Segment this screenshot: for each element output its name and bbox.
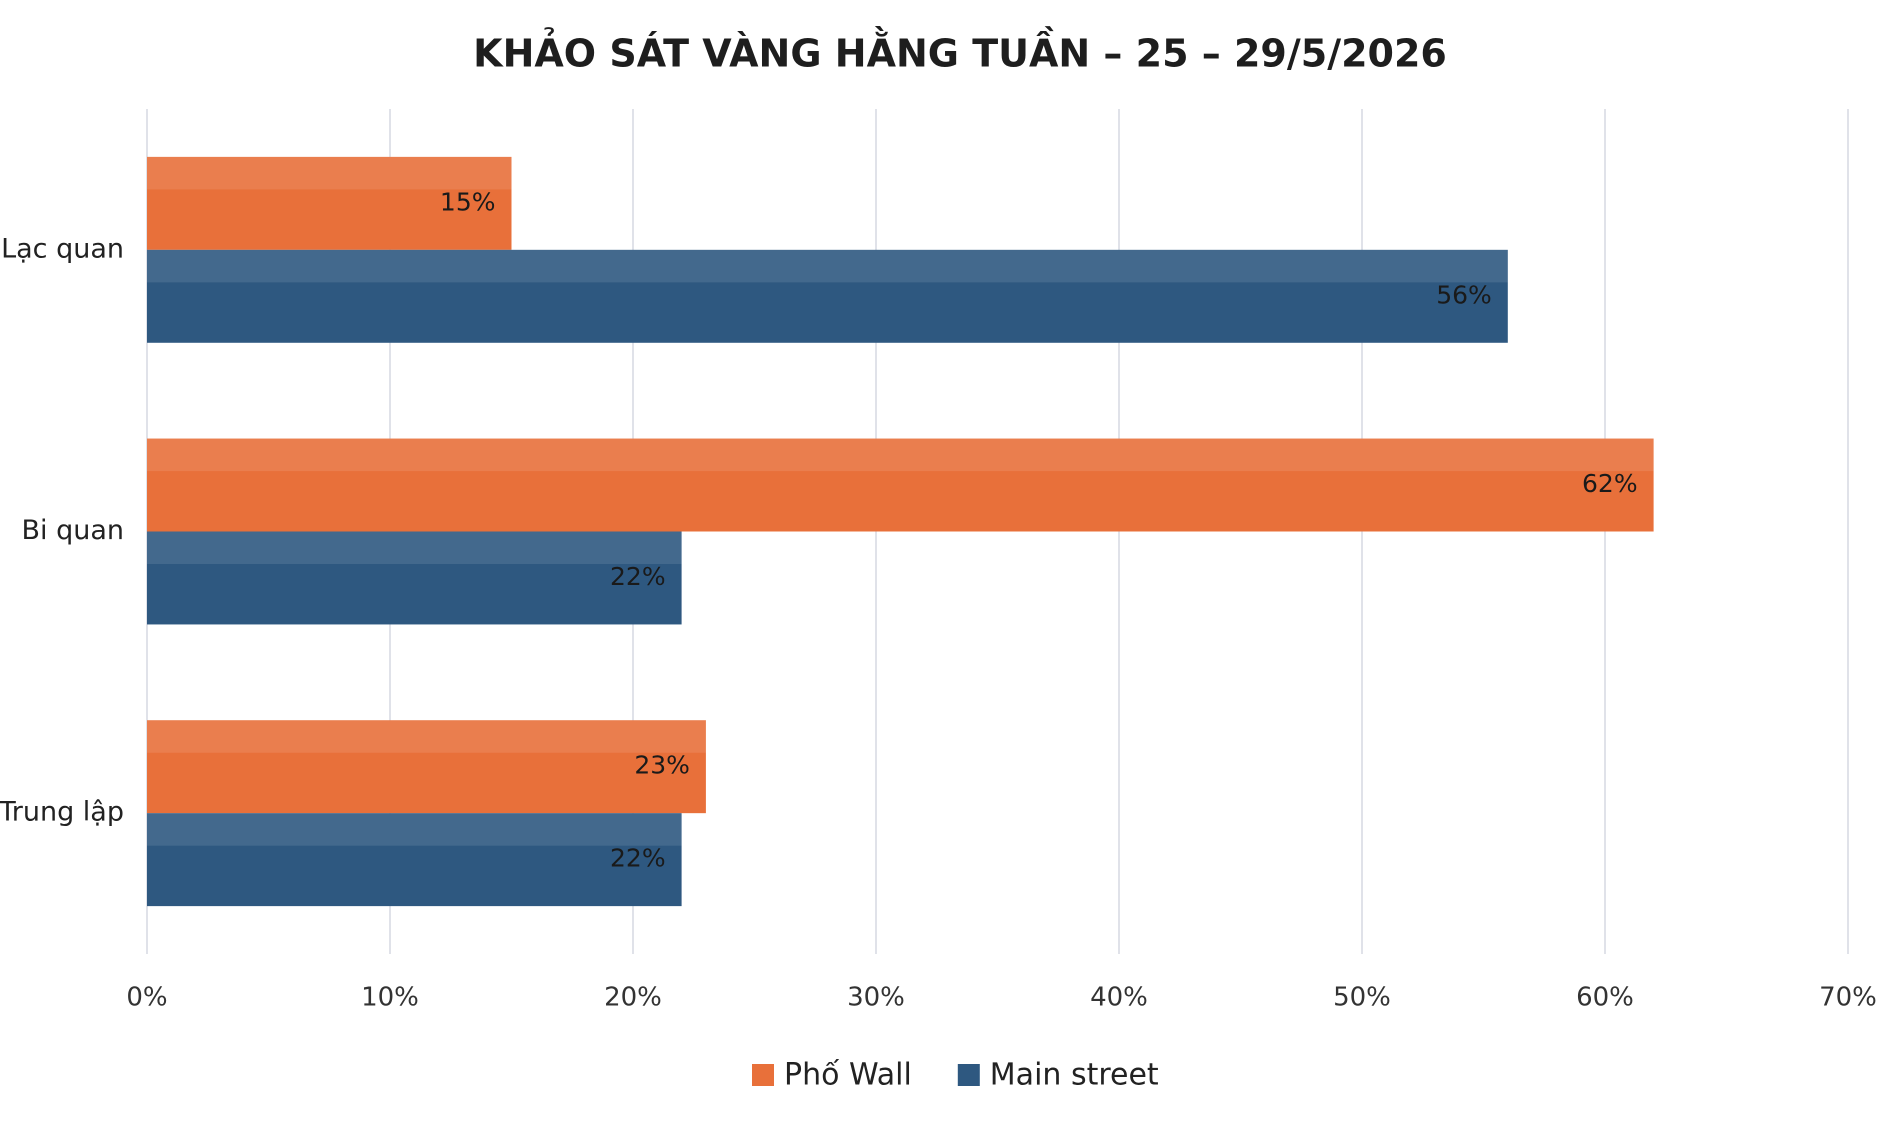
bar (147, 249, 1508, 343)
legend-label: Phố Wall (784, 1058, 912, 1093)
data-label: 22% (610, 844, 666, 873)
bar (147, 156, 512, 250)
bar-shine (147, 531, 682, 565)
legend-swatch (957, 1064, 980, 1086)
chart-title: KHẢO SÁT VÀNG HẰNG TUẦN – 25 – 29/5/2026 (473, 27, 1447, 76)
bar-shine (147, 156, 512, 190)
x-tick-label: 30% (847, 983, 905, 1013)
x-tick-label: 70% (1819, 983, 1877, 1013)
bar (147, 720, 706, 814)
data-label: 62% (1582, 469, 1638, 498)
bar-shine (147, 249, 1508, 283)
x-tick-label: 20% (604, 983, 662, 1013)
x-tick-label: 50% (1333, 983, 1391, 1013)
category-label: Lạc quan (1, 233, 124, 264)
data-label: 22% (610, 562, 666, 591)
data-label: 15% (440, 187, 496, 216)
legend-swatch (752, 1064, 774, 1086)
x-tick-label: 10% (361, 983, 419, 1013)
data-label: 56% (1436, 280, 1492, 309)
bar (147, 438, 1654, 532)
bar-shine (147, 438, 1654, 472)
legend-label: Main street (990, 1058, 1159, 1093)
bar-shine (147, 720, 706, 753)
x-tick-label: 60% (1576, 983, 1634, 1013)
category-label: Trung lập (0, 797, 124, 828)
category-label: Bi quan (21, 515, 124, 546)
x-tick-label: 40% (1090, 983, 1148, 1013)
data-label: 23% (634, 751, 690, 780)
bar-shine (147, 813, 682, 846)
bar (147, 531, 682, 625)
x-tick-label: 0% (126, 983, 167, 1013)
bar (147, 813, 682, 907)
